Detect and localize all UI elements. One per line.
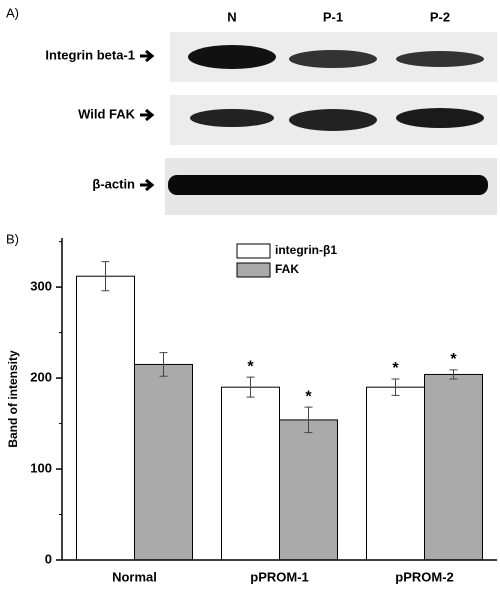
significance-mark: * bbox=[247, 358, 254, 375]
band bbox=[289, 50, 377, 68]
y-tick-label: 0 bbox=[45, 551, 52, 566]
legend-label: FAK bbox=[275, 262, 299, 276]
bar bbox=[221, 386, 280, 561]
error-bar bbox=[391, 378, 400, 396]
lane-label: P-2 bbox=[430, 9, 450, 24]
bar bbox=[134, 363, 193, 561]
significance-mark: * bbox=[450, 351, 457, 368]
bar bbox=[76, 275, 135, 561]
row-label: Wild FAK bbox=[78, 106, 136, 121]
x-tick-label: pPROM-1 bbox=[250, 569, 309, 584]
x-tick-label: Normal bbox=[112, 569, 157, 584]
bar bbox=[424, 373, 483, 561]
y-tick-label: 200 bbox=[30, 370, 52, 385]
row-label: Integrin beta-1 bbox=[45, 47, 135, 62]
band bbox=[190, 109, 274, 127]
lane-label: N bbox=[227, 9, 236, 24]
error-bar bbox=[304, 406, 313, 434]
row-label: β-actin bbox=[92, 176, 135, 191]
band bbox=[168, 175, 488, 195]
y-tick-label: 100 bbox=[30, 460, 52, 475]
arrow bbox=[140, 108, 155, 122]
arrow bbox=[140, 178, 155, 192]
band bbox=[396, 51, 484, 67]
bar bbox=[279, 419, 338, 561]
western-blot: A) N P-1 P-2 Integrin beta-1 Wild FAK β-… bbox=[6, 5, 497, 215]
panel-label: A) bbox=[6, 5, 19, 20]
panel-label: B) bbox=[6, 231, 19, 246]
significance-mark: * bbox=[305, 388, 312, 405]
band bbox=[188, 45, 276, 69]
legend-swatch bbox=[236, 262, 271, 278]
error-bar bbox=[449, 369, 458, 380]
x-tick-label: pPROM-2 bbox=[395, 569, 454, 584]
y-axis-title: Band of intensity bbox=[6, 350, 20, 448]
y-tick-label: 300 bbox=[30, 279, 52, 294]
significance-mark: * bbox=[392, 360, 399, 377]
legend-label: integrin-β1 bbox=[275, 243, 337, 257]
arrow bbox=[140, 49, 155, 63]
error-bar bbox=[101, 261, 110, 292]
band bbox=[289, 109, 377, 131]
band bbox=[396, 108, 484, 128]
error-bar bbox=[159, 352, 168, 377]
bar-chart: 0 100 200 300 Normal pPROM-1 * * pPROM-2 * * integr… bbox=[30, 238, 497, 584]
error-bar bbox=[246, 376, 255, 398]
legend-swatch bbox=[236, 243, 271, 259]
bar bbox=[366, 386, 425, 561]
lane-label: P-1 bbox=[323, 9, 343, 24]
